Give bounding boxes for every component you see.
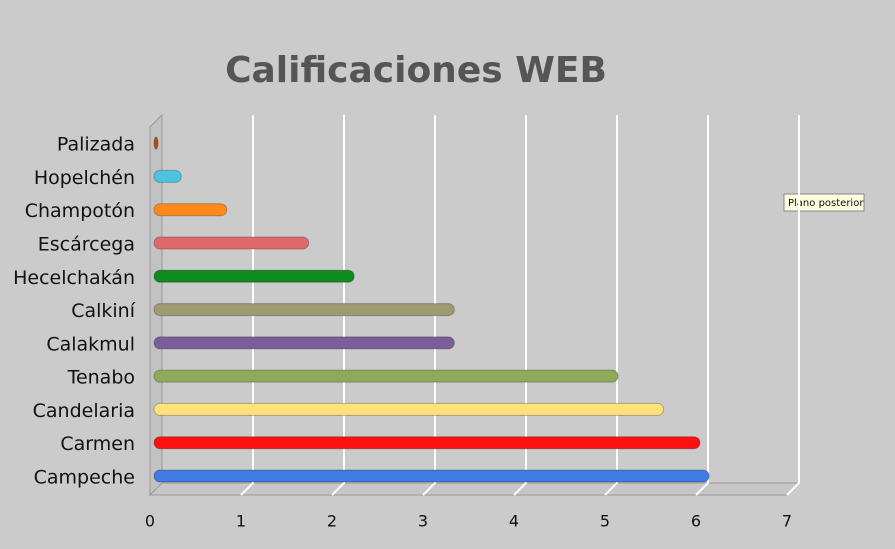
y-tick-label: Calakmul — [46, 333, 135, 355]
x-tick-label: 5 — [600, 512, 610, 531]
bar — [153, 336, 455, 350]
bar — [153, 469, 710, 483]
x-tick-label: 0 — [145, 512, 155, 531]
bar — [153, 169, 182, 183]
grid-line — [786, 115, 800, 496]
x-tick-label: 3 — [418, 512, 428, 531]
y-tick-label: Escárcega — [38, 233, 135, 255]
y-tick-label: Palizada — [57, 134, 135, 156]
bar — [153, 136, 159, 150]
chart-title: Calificaciones WEB — [225, 50, 607, 91]
grid-line — [331, 115, 345, 496]
bar — [153, 203, 228, 217]
tooltip-text: Plano posterior — [788, 198, 864, 209]
tooltip: Plano posterior — [783, 193, 865, 212]
bar — [153, 236, 310, 250]
bar — [153, 303, 455, 317]
grid-line — [604, 115, 618, 496]
y-tick-label: Tenabo — [67, 367, 135, 389]
tooltip-box — [783, 193, 865, 212]
grid-line — [422, 115, 436, 496]
y-tick-label: Carmen — [60, 433, 135, 455]
grid-line — [513, 115, 527, 496]
bar — [153, 436, 701, 450]
y-tick-label: Hopelchén — [34, 167, 135, 189]
x-tick-label: 7 — [782, 512, 792, 531]
bar — [153, 369, 619, 383]
y-tick-label: Calkiní — [71, 300, 136, 322]
y-tick-label: Campeche — [34, 467, 135, 489]
x-tick-label: 2 — [327, 512, 337, 531]
bar — [153, 269, 355, 283]
y-tick-label: Champotón — [25, 200, 135, 222]
y-tick-label: Candelaria — [33, 400, 135, 422]
grid-line — [695, 115, 709, 496]
x-tick-label: 4 — [509, 512, 519, 531]
bar — [153, 402, 665, 416]
x-tick-label: 6 — [691, 512, 701, 531]
y-tick-label: Hecelchakán — [13, 267, 135, 289]
x-tick-label: 1 — [236, 512, 246, 531]
